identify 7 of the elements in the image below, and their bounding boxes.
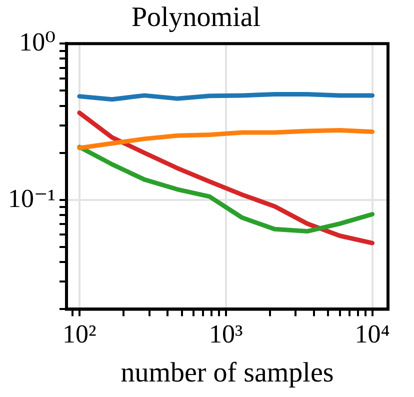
chart-title: Polynomial	[131, 2, 261, 34]
x-tick-label: 10⁴	[354, 320, 390, 349]
x-tick-label: 10²	[62, 320, 97, 349]
x-axis-title: number of samples	[120, 358, 334, 389]
x-tick-label: 10³	[208, 320, 243, 349]
y-tick-label: 10⁰	[19, 27, 56, 56]
y-tick-label: 10⁻¹	[8, 184, 56, 213]
